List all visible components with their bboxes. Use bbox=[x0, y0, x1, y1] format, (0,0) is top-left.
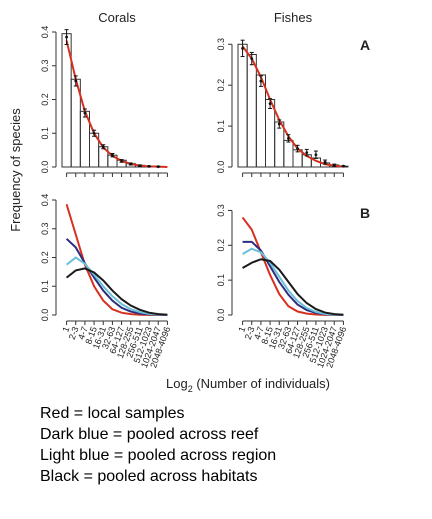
y-tick-label: 0.2 bbox=[216, 239, 226, 252]
series-line-dark-blue bbox=[242, 240, 344, 316]
y-tick-label: 0.1 bbox=[40, 280, 50, 293]
panel-1: 0.0 0.1 0.2 0.3 Fishes A bbox=[216, 10, 370, 177]
histogram-bar bbox=[283, 139, 294, 168]
data-point bbox=[156, 165, 160, 169]
data-point bbox=[120, 159, 123, 163]
data-point bbox=[101, 145, 105, 149]
x-axis-label-subscript: 2 bbox=[188, 384, 193, 394]
y-tick-label: 0.1 bbox=[216, 120, 226, 133]
series-line-light-blue bbox=[65, 256, 168, 316]
legend-line-dark-blue: Dark blue = pooled across reef bbox=[40, 426, 259, 443]
color-legend-caption: Red = local samples Dark blue = pooled a… bbox=[40, 403, 430, 487]
y-tick-label: 0.0 bbox=[216, 309, 226, 322]
legend-line-red: Red = local samples bbox=[40, 405, 185, 422]
data-point bbox=[138, 164, 142, 168]
y-tick-label: 0.3 bbox=[216, 38, 226, 51]
data-point bbox=[332, 163, 336, 167]
x-axis-label-prefix: Log bbox=[166, 376, 188, 391]
y-tick-label: 0.2 bbox=[216, 79, 226, 92]
y-tick-label: 0.3 bbox=[216, 204, 226, 217]
data-point bbox=[287, 136, 290, 140]
data-point bbox=[296, 147, 299, 150]
series-line-light-blue bbox=[242, 247, 344, 316]
series-line-dark-blue bbox=[65, 238, 168, 316]
x-tick-label: 2-3 bbox=[67, 325, 81, 341]
y-tick-label: 0.2 bbox=[40, 93, 50, 106]
histogram-bar bbox=[274, 121, 285, 168]
data-point bbox=[129, 162, 133, 166]
legend-line-black: Black = pooled across habitats bbox=[40, 468, 258, 485]
histogram-bar bbox=[255, 74, 267, 168]
data-point bbox=[92, 131, 96, 135]
data-point bbox=[323, 160, 327, 164]
data-point bbox=[65, 35, 68, 39]
y-tick-label: 0.1 bbox=[40, 127, 50, 140]
y-tick-label: 0.0 bbox=[40, 309, 50, 322]
y-tick-label: 0.1 bbox=[216, 274, 226, 287]
x-axis-label: Log2 (Number of individuals) bbox=[166, 376, 330, 394]
y-tick-label: 0.3 bbox=[40, 222, 50, 235]
data-point bbox=[305, 151, 309, 155]
panel-letter-label: A bbox=[360, 37, 370, 53]
series-line-black bbox=[65, 267, 168, 316]
x-tick-label: 2-3 bbox=[243, 325, 257, 341]
x-tick-label: 1 bbox=[236, 325, 247, 333]
panel-0: 0.0 0.1 0.2 0.3 0.4 Corals bbox=[40, 10, 168, 177]
data-point bbox=[277, 122, 281, 126]
fit-line bbox=[65, 40, 168, 168]
species-abundance-figure: Frequency of species Log2 (Number of ind… bbox=[8, 10, 370, 394]
y-tick-label: 0.4 bbox=[40, 194, 50, 207]
data-point bbox=[342, 164, 345, 168]
data-point bbox=[83, 111, 87, 115]
data-point bbox=[241, 46, 244, 50]
panel-3: 0.00.10.20.312-34-78-1516-3132-6364-1271… bbox=[216, 204, 370, 369]
panel-letter-label: B bbox=[360, 205, 370, 221]
series-line-black bbox=[242, 258, 344, 316]
data-point bbox=[268, 102, 272, 105]
histogram-bar bbox=[265, 99, 276, 168]
y-tick-label: 0.4 bbox=[40, 26, 50, 39]
panel-2: 0.00.10.20.30.412-34-78-1516-3132-6364-1… bbox=[40, 194, 172, 369]
histogram-bar bbox=[237, 43, 248, 168]
data-point bbox=[259, 79, 263, 83]
legend-line-light-blue: Light blue = pooled across region bbox=[40, 447, 277, 464]
panel-title: Fishes bbox=[274, 10, 313, 25]
data-point bbox=[250, 57, 254, 60]
data-point bbox=[111, 153, 114, 157]
y-tick-label: 0.0 bbox=[40, 161, 50, 174]
data-point bbox=[147, 164, 151, 168]
x-tick-label: 4-7 bbox=[252, 325, 266, 341]
y-tick-label: 0.0 bbox=[216, 161, 226, 174]
x-axis-label-suffix: (Number of individuals) bbox=[193, 376, 330, 391]
data-point bbox=[314, 153, 318, 157]
x-tick-label: 4-7 bbox=[76, 325, 90, 341]
y-axis-label: Frequency of species bbox=[8, 108, 23, 232]
y-tick-label: 0.2 bbox=[40, 251, 50, 264]
x-tick-label: 1 bbox=[60, 325, 71, 333]
y-tick-label: 0.3 bbox=[40, 59, 50, 72]
histogram-bar bbox=[246, 54, 257, 168]
data-point bbox=[74, 79, 78, 83]
panel-title: Corals bbox=[98, 10, 136, 25]
